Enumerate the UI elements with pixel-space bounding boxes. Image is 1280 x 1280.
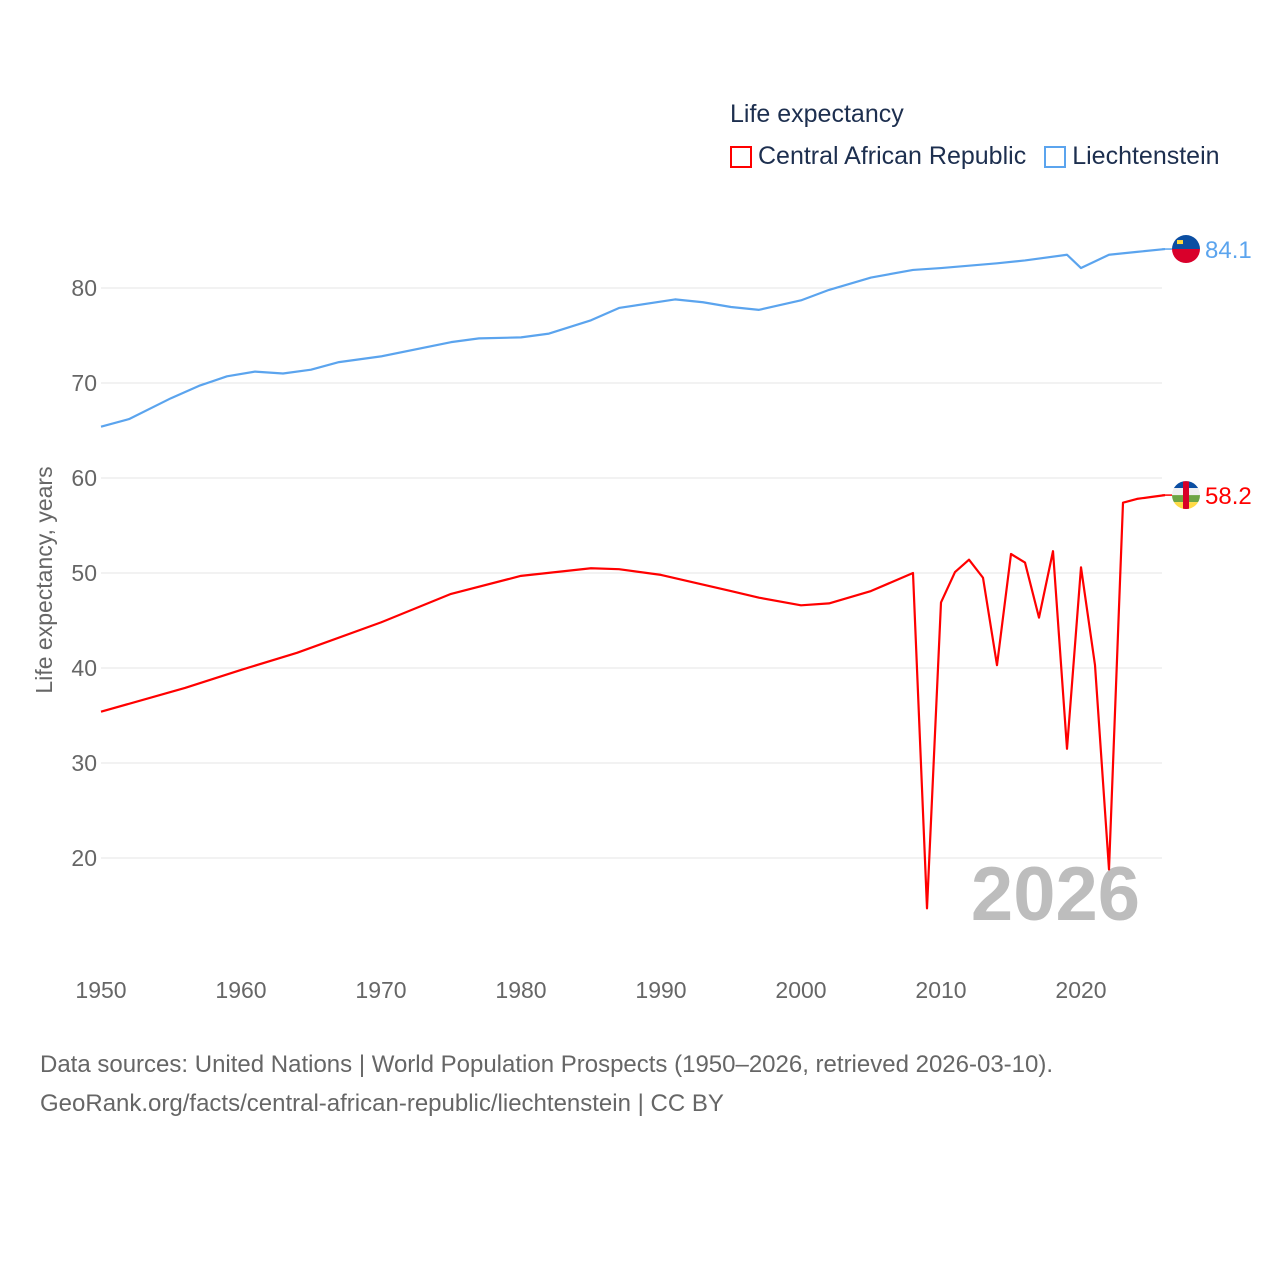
year-watermark: 2026 bbox=[971, 852, 1140, 937]
legend: Central African Republic Liechtenstein bbox=[730, 142, 1220, 171]
y-tick-label: 30 bbox=[71, 750, 97, 776]
x-tick-label: 2020 bbox=[1055, 977, 1106, 1003]
x-tick-label: 1980 bbox=[495, 977, 546, 1003]
liechtenstein-flag-icon bbox=[1172, 235, 1200, 250]
end-value-label: 84.1 bbox=[1205, 237, 1252, 264]
y-axis-label: Life expectancy, years bbox=[31, 466, 57, 693]
y-tick-label: 50 bbox=[71, 560, 97, 586]
y-tick-label: 80 bbox=[71, 275, 97, 301]
y-tick-label: 20 bbox=[71, 845, 97, 871]
legend-swatch-red bbox=[730, 145, 752, 168]
y-tick-label: 70 bbox=[71, 370, 97, 396]
legend-item-central-african-republic[interactable]: Central African Republic bbox=[730, 142, 1026, 171]
legend-label: Central African Republic bbox=[758, 142, 1027, 170]
car-flag-icon bbox=[1183, 481, 1189, 510]
legend-swatch-blue bbox=[1044, 145, 1067, 168]
liechtenstein-flag-icon bbox=[1172, 249, 1200, 264]
source-line-2[interactable]: GeoRank.org/facts/central-african-republ… bbox=[40, 1090, 724, 1117]
y-tick-label: 60 bbox=[71, 465, 97, 491]
x-tick-label: 1960 bbox=[215, 977, 266, 1003]
x-tick-label: 2000 bbox=[775, 977, 826, 1003]
end-value-label: 58.2 bbox=[1205, 483, 1252, 510]
x-tick-label: 2010 bbox=[915, 977, 966, 1003]
series-line-central-african-republic bbox=[100, 494, 1166, 910]
x-tick-label: 1950 bbox=[75, 977, 126, 1003]
crown-icon bbox=[1177, 240, 1183, 245]
legend-item-liechtenstein[interactable]: Liechtenstein bbox=[1044, 142, 1220, 171]
series-line-liechtenstein bbox=[100, 247, 1166, 428]
y-tick-label: 40 bbox=[71, 655, 97, 681]
legend-title: Life expectancy bbox=[730, 100, 904, 128]
x-tick-label: 1970 bbox=[355, 977, 406, 1003]
source-note: Data sources: United Nations | World Pop… bbox=[40, 1045, 1053, 1123]
legend-label: Liechtenstein bbox=[1072, 142, 1220, 170]
x-tick-label: 1990 bbox=[635, 977, 686, 1003]
source-line-1: Data sources: United Nations | World Pop… bbox=[40, 1051, 1054, 1078]
